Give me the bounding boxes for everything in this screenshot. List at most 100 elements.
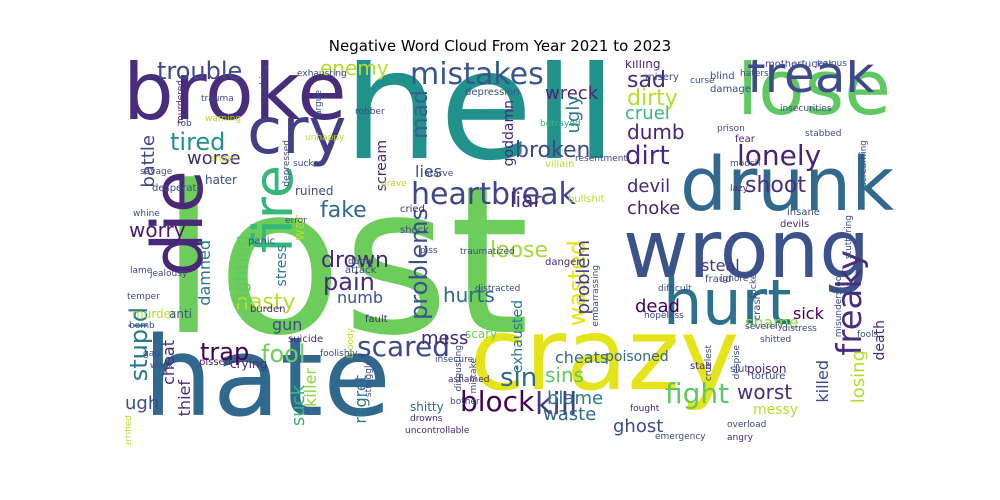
word-drown: drown bbox=[321, 248, 389, 273]
word-suicide: suicide bbox=[288, 334, 324, 345]
word-embarrassing: embarrassing bbox=[591, 265, 601, 327]
word-sins: sins bbox=[545, 363, 585, 387]
word-damage: damage bbox=[710, 84, 751, 95]
word-traumatized: traumatized bbox=[460, 247, 515, 257]
word-cruel: cruel bbox=[625, 103, 670, 124]
word-crazy: crazy bbox=[470, 296, 740, 413]
word-hate: hate bbox=[143, 313, 391, 441]
word-devils: devils bbox=[780, 219, 810, 230]
word-ruined: ruined bbox=[295, 184, 334, 198]
word-bother: bother bbox=[450, 397, 480, 407]
word-anti: anti bbox=[169, 307, 192, 321]
word-mad: mad bbox=[408, 90, 433, 139]
word-foolishly: foolishly bbox=[320, 349, 358, 359]
word-dump: dump bbox=[348, 257, 374, 267]
word-dirty: dirty bbox=[627, 86, 678, 111]
word-killer: killer bbox=[301, 368, 320, 408]
word-nasty: nasty bbox=[235, 290, 296, 315]
word-hopeless: hopeless bbox=[644, 311, 684, 321]
word-exhausting: exhausting bbox=[297, 69, 347, 79]
word-blind: blind bbox=[710, 71, 735, 82]
word-sick: sick bbox=[793, 304, 824, 323]
word-piss: piss bbox=[420, 246, 438, 256]
word-murder: murder bbox=[132, 307, 176, 321]
word-battle: battle bbox=[138, 135, 159, 188]
word-tired: tired bbox=[170, 128, 226, 156]
word-mistakes: mistakes bbox=[410, 60, 544, 92]
word-distracted: distracted bbox=[475, 284, 521, 294]
word-worse: worse bbox=[187, 148, 241, 169]
word-numb: numb bbox=[337, 288, 384, 307]
word-crushing: crushing bbox=[259, 65, 269, 104]
word-trauma: trauma bbox=[201, 94, 234, 104]
word-desperate: desperate bbox=[152, 183, 203, 194]
word-struggle: struggle bbox=[364, 360, 374, 398]
word-prison: prison bbox=[717, 124, 745, 134]
word-savage: savage bbox=[140, 167, 173, 177]
word-stress: stress bbox=[274, 245, 290, 287]
word-cried: cried bbox=[400, 204, 425, 215]
word-shoot: shoot bbox=[745, 173, 806, 198]
word-stab: stab bbox=[690, 361, 712, 372]
word-curse: curse bbox=[690, 76, 715, 86]
word-gag: gag bbox=[143, 349, 160, 359]
word-block: block bbox=[460, 385, 535, 418]
word-rob: rob bbox=[177, 119, 192, 129]
word-fool: fool bbox=[261, 340, 306, 368]
word-poison: poison bbox=[747, 362, 787, 376]
word-trap: trap bbox=[200, 338, 250, 366]
word-lost: lost bbox=[160, 143, 530, 381]
word-resentment: resentment bbox=[575, 154, 628, 164]
word-insane: insane bbox=[787, 207, 820, 218]
word-overload: overload bbox=[727, 420, 767, 430]
word-ghost: ghost bbox=[613, 416, 664, 437]
word-dumb: dumb bbox=[627, 120, 685, 144]
word-disgusting: disgusting bbox=[454, 345, 464, 392]
word-fault: fault bbox=[365, 314, 388, 325]
word-fought: fought bbox=[630, 404, 660, 414]
word-torture: torture bbox=[751, 371, 786, 382]
word-difficult: difficult bbox=[658, 284, 692, 294]
word-terrified: terrified bbox=[125, 415, 134, 445]
word-robber: robber bbox=[355, 107, 385, 117]
word-mess: mess bbox=[421, 328, 469, 349]
word-burden: burden bbox=[250, 304, 286, 315]
word-damned: damned bbox=[195, 240, 214, 306]
word-lazy: lazy bbox=[730, 184, 749, 194]
word-exhausted: exhausted bbox=[510, 300, 526, 374]
word-gun: gun bbox=[272, 315, 303, 334]
word-worst: worst bbox=[737, 380, 793, 404]
word-despise: despise bbox=[732, 345, 742, 380]
word-mistake: mistake bbox=[469, 358, 479, 394]
word-fools: fools bbox=[857, 330, 879, 340]
word-devil: devil bbox=[627, 176, 671, 197]
word-danger: danger bbox=[545, 257, 581, 268]
word-cruelest: cruelest bbox=[704, 345, 714, 382]
word-uncontrollable: uncontrollable bbox=[405, 426, 470, 436]
word-kill: kill bbox=[535, 387, 578, 422]
word-hurts: hurts bbox=[443, 283, 495, 307]
word-dead: dead bbox=[635, 296, 680, 317]
word-fake: fake bbox=[320, 198, 367, 223]
word-scary: scary bbox=[465, 327, 498, 341]
word-heartbreak: heartbreak bbox=[411, 177, 576, 212]
word-killing: killing bbox=[625, 60, 661, 71]
word-jealousy: jealousy bbox=[150, 269, 188, 279]
word-sin: sin bbox=[500, 363, 538, 393]
word-attack: attack bbox=[345, 265, 377, 276]
word-temper: temper bbox=[127, 292, 160, 302]
word-wrong: wrong bbox=[623, 203, 870, 296]
word-villain: villain bbox=[545, 159, 575, 170]
word-drunk: drunk bbox=[680, 142, 895, 228]
word-messy: messy bbox=[753, 402, 799, 418]
word-stuttering: stuttering bbox=[844, 215, 854, 260]
word-emergency: emergency bbox=[655, 432, 706, 442]
word-goddamn: goddamn bbox=[501, 100, 517, 167]
word-jealous: jealous bbox=[815, 60, 847, 69]
word-thief: thief bbox=[175, 380, 194, 417]
word-lose: lose bbox=[737, 60, 891, 132]
word-betrayed: betrayed bbox=[540, 119, 581, 129]
word-grave: grave bbox=[381, 179, 407, 189]
word-liar: liar bbox=[510, 188, 542, 212]
word-severely: severely bbox=[745, 322, 783, 332]
